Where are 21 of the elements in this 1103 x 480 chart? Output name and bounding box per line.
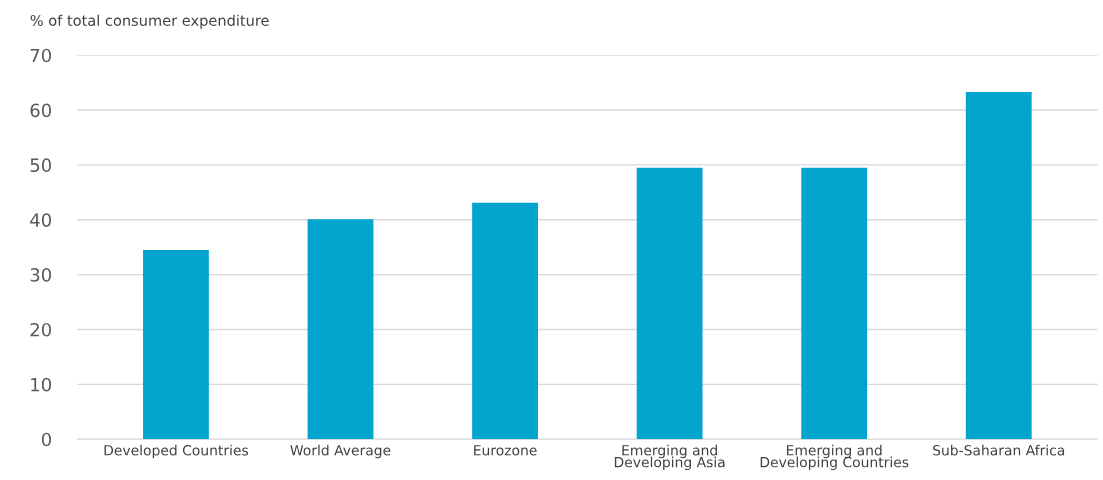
bar xyxy=(472,202,538,440)
bar xyxy=(143,249,209,440)
y-tick-label: 30 xyxy=(30,268,52,282)
y-tick-label: 0 xyxy=(41,432,52,447)
y-tick-label: 40 xyxy=(30,213,52,227)
bar xyxy=(801,167,868,440)
x-tick-label: Developed Countries xyxy=(104,444,249,459)
x-tick-label: World Average xyxy=(290,444,391,459)
x-tick-label: Eurozone xyxy=(474,445,537,456)
x-tick-label: Emerging and Developing Countries xyxy=(760,444,909,471)
y-tick-label: 50 xyxy=(30,158,52,173)
bar xyxy=(965,91,1032,440)
bar xyxy=(307,219,374,440)
y-tick-label: 70 xyxy=(30,48,52,63)
x-tick-label: Emerging and Developing Asia xyxy=(614,444,725,471)
y-tick-label: 10 xyxy=(31,377,52,392)
bar xyxy=(636,167,703,440)
y-tick-label: 60 xyxy=(30,103,52,118)
y-tick-label: 20 xyxy=(30,322,52,337)
x-tick-label: Sub-Saharan Africa xyxy=(933,444,1065,456)
y-axis-title: % of total consumer expenditure xyxy=(30,14,269,29)
